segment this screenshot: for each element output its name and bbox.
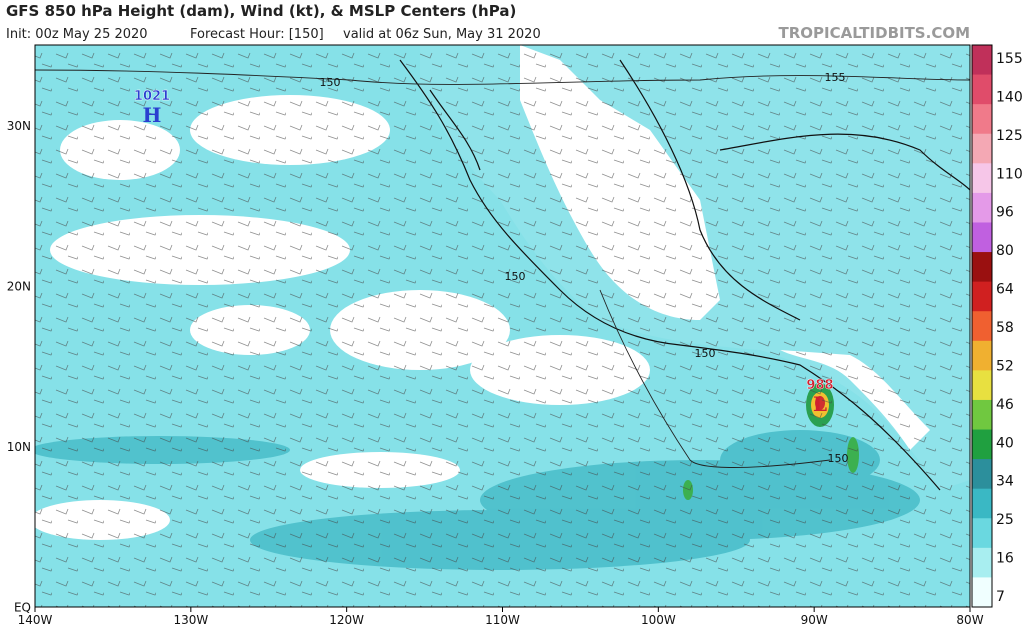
forecast-hour: Forecast Hour: [150] [190, 27, 324, 42]
longitude-label: 130W [173, 613, 208, 627]
colorbar-label: 40 [996, 435, 1014, 451]
colorbar-label: 96 [996, 205, 1014, 221]
colorbar-segment [972, 74, 992, 105]
colorbar-segment [972, 429, 992, 460]
colorbar-segment [972, 577, 992, 608]
colorbar-label: 52 [996, 358, 1014, 374]
contour-label: 150 [320, 76, 341, 89]
longitude-label: 110W [485, 613, 520, 627]
map-field [35, 45, 970, 607]
colorbar-segment [972, 488, 992, 519]
colorbar-segment [972, 459, 992, 490]
colorbar-segment [972, 518, 992, 549]
colorbar-label: 64 [996, 282, 1014, 298]
latitude-label: EQ [14, 601, 31, 615]
colorbar-label: 46 [996, 397, 1014, 413]
pressure-symbol: L [813, 392, 827, 416]
contour-label: 150 [505, 270, 526, 283]
colorbar-segment [972, 163, 992, 194]
colorbar-label: 25 [996, 512, 1014, 528]
colorbar-segment [972, 133, 992, 164]
colorbar-label: 155 [996, 51, 1023, 67]
colorbar-segment [972, 192, 992, 223]
colorbar-segment [972, 311, 992, 342]
longitude-label: 90W [801, 613, 828, 627]
latitude-label: 20N [7, 280, 31, 294]
colorbar-label: 58 [996, 320, 1014, 336]
colorbar-segment [972, 547, 992, 578]
brand: TROPICALTIDBITS.COM [779, 24, 971, 42]
longitude-label: 120W [329, 613, 364, 627]
colorbar-segment [972, 222, 992, 253]
colorbar-segment [972, 399, 992, 431]
colorbar-label: 140 [996, 89, 1023, 105]
contour-label: 150 [695, 347, 716, 360]
colorbar-segment [972, 340, 992, 371]
contour-label: 150 [828, 452, 849, 465]
coastline [399, 59, 941, 491]
colorbar-segment [972, 45, 992, 76]
coastline [429, 59, 970, 321]
colorbar: 155 140 125 110 96 80 64 58 52 46 40 34 25 16 7 [971, 44, 1023, 608]
pressure-value: 988 [806, 378, 833, 393]
height-contour [35, 69, 970, 468]
pressure-value: 1021 [134, 89, 170, 104]
colorbar-label: 7 [996, 589, 1005, 605]
colorbar-segment [972, 370, 992, 401]
colorbar-label: 110 [996, 166, 1023, 182]
latitude-label: 10N [7, 440, 31, 454]
colorbar-label: 80 [996, 243, 1014, 259]
colorbar-label: 125 [996, 128, 1023, 144]
colorbar-label: 16 [996, 551, 1014, 567]
contour-label: 155 [825, 71, 846, 84]
pressure-symbol: H [143, 103, 162, 127]
colorbar-segment [972, 252, 992, 283]
wind-barbs [35, 45, 970, 607]
init-time: Init: 00z May 25 2020 [6, 27, 148, 42]
latitude-label: 30N [7, 119, 31, 133]
colorbar-frame [971, 44, 993, 608]
colorbar-segment [972, 281, 992, 312]
longitude-label: 80W [956, 613, 983, 627]
title: GFS 850 hPa Height (dam), Wind (kt), & M… [6, 2, 516, 20]
longitude-label: 140W [18, 613, 53, 627]
valid-time: valid at 06z Sun, May 31 2020 [343, 27, 541, 42]
longitude-label: 100W [641, 613, 676, 627]
colorbar-segment [972, 104, 992, 135]
colorbar-label: 34 [996, 474, 1014, 490]
